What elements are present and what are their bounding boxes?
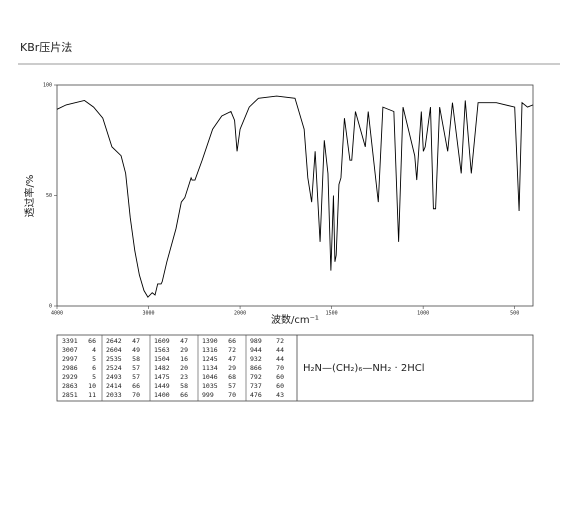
peak-transmittance: 70 [132, 391, 140, 399]
x-tick-label: 1500 [326, 311, 338, 317]
x-tick-label: 4000 [51, 311, 63, 317]
peak-transmittance: 47 [132, 337, 140, 345]
peak-transmittance: 6 [92, 364, 96, 372]
peak-wavenumber: 2493 [106, 373, 122, 381]
peak-transmittance: 60 [276, 373, 284, 381]
peak-transmittance: 44 [276, 346, 284, 354]
peak-transmittance: 70 [276, 364, 284, 372]
peak-transmittance: 58 [132, 355, 140, 363]
peak-wavenumber: 1563 [154, 346, 170, 354]
peak-transmittance: 20 [180, 364, 188, 372]
peak-transmittance: 29 [228, 364, 236, 372]
peak-wavenumber: 2604 [106, 346, 122, 354]
peak-transmittance: 10 [88, 382, 96, 390]
peak-transmittance: 47 [228, 355, 236, 363]
peak-wavenumber: 3007 [62, 346, 78, 354]
peak-wavenumber: 1046 [202, 373, 218, 381]
peak-wavenumber: 2033 [106, 391, 122, 399]
peak-transmittance: 47 [180, 337, 188, 345]
peak-transmittance: 72 [228, 346, 236, 354]
peak-wavenumber: 1482 [154, 364, 170, 372]
peak-wavenumber: 1449 [154, 382, 170, 390]
peak-wavenumber: 1400 [154, 391, 170, 399]
peak-wavenumber: 2997 [62, 355, 78, 363]
peak-wavenumber: 2642 [106, 337, 122, 345]
peak-transmittance: 66 [228, 337, 236, 345]
y-tick-label: 0 [49, 304, 52, 310]
peak-wavenumber: 792 [250, 373, 262, 381]
peak-transmittance: 4 [92, 346, 96, 354]
peak-wavenumber: 1390 [202, 337, 218, 345]
peak-wavenumber: 2524 [106, 364, 122, 372]
plot-frame [56, 84, 534, 307]
x-tick-label: 500 [510, 311, 519, 317]
peak-wavenumber: 2986 [62, 364, 78, 372]
peak-wavenumber: 944 [250, 346, 262, 354]
peak-wavenumber: 2414 [106, 382, 122, 390]
peak-wavenumber: 932 [250, 355, 262, 363]
peak-transmittance: 5 [92, 373, 96, 381]
peak-wavenumber: 476 [250, 391, 262, 399]
table-frame [56, 334, 534, 402]
x-tick-label: 2000 [234, 311, 246, 317]
peak-wavenumber: 2929 [62, 373, 78, 381]
peak-wavenumber: 989 [250, 337, 262, 345]
peak-wavenumber: 1475 [154, 373, 170, 381]
peak-transmittance: 16 [180, 355, 188, 363]
peak-wavenumber: 1035 [202, 382, 218, 390]
peak-wavenumber: 737 [250, 382, 262, 390]
peak-wavenumber: 1245 [202, 355, 218, 363]
peak-wavenumber: 1316 [202, 346, 218, 354]
peak-wavenumber: 1134 [202, 364, 218, 372]
y-axis-label: 透过率/% [23, 175, 36, 218]
x-tick-label: 1000 [417, 311, 429, 317]
peak-wavenumber: 3391 [62, 337, 78, 345]
peak-transmittance: 60 [276, 382, 284, 390]
peak-transmittance: 66 [88, 337, 96, 345]
chart-title: KBr压片法 [20, 40, 72, 54]
peak-transmittance: 57 [132, 373, 140, 381]
peak-transmittance: 66 [180, 391, 188, 399]
peak-wavenumber: 2851 [62, 391, 78, 399]
formula: H₂N—(CH₂)₆—NH₂ · 2HCl [303, 363, 425, 374]
peak-transmittance: 72 [276, 337, 284, 345]
peak-transmittance: 44 [276, 355, 284, 363]
peak-transmittance: 57 [228, 382, 236, 390]
peak-transmittance: 11 [88, 391, 96, 399]
x-axis-label: 波数/cm⁻¹ [271, 313, 319, 326]
peak-transmittance: 68 [228, 373, 236, 381]
peak-transmittance: 5 [92, 355, 96, 363]
peak-wavenumber: 2863 [62, 382, 78, 390]
spectrum-line [56, 95, 534, 298]
peak-wavenumber: 999 [202, 391, 214, 399]
y-tick-label: 100 [43, 83, 52, 89]
peak-wavenumber: 1504 [154, 355, 170, 363]
peak-transmittance: 70 [228, 391, 236, 399]
peak-wavenumber: 866 [250, 364, 262, 372]
peak-transmittance: 29 [180, 346, 188, 354]
peak-transmittance: 66 [132, 382, 140, 390]
y-tick-label: 50 [46, 193, 52, 199]
peak-wavenumber: 1609 [154, 337, 170, 345]
peak-transmittance: 57 [132, 364, 140, 372]
peak-transmittance: 49 [132, 346, 140, 354]
peak-transmittance: 43 [276, 391, 284, 399]
peak-transmittance: 23 [180, 373, 188, 381]
x-tick-label: 3000 [143, 311, 155, 317]
peak-transmittance: 58 [180, 382, 188, 390]
peak-wavenumber: 2535 [106, 355, 122, 363]
